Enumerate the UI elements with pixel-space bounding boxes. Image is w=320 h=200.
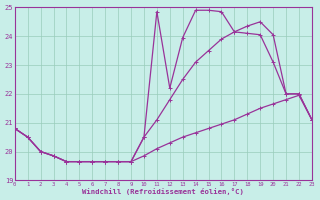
X-axis label: Windchill (Refroidissement éolien,°C): Windchill (Refroidissement éolien,°C) xyxy=(82,188,244,195)
